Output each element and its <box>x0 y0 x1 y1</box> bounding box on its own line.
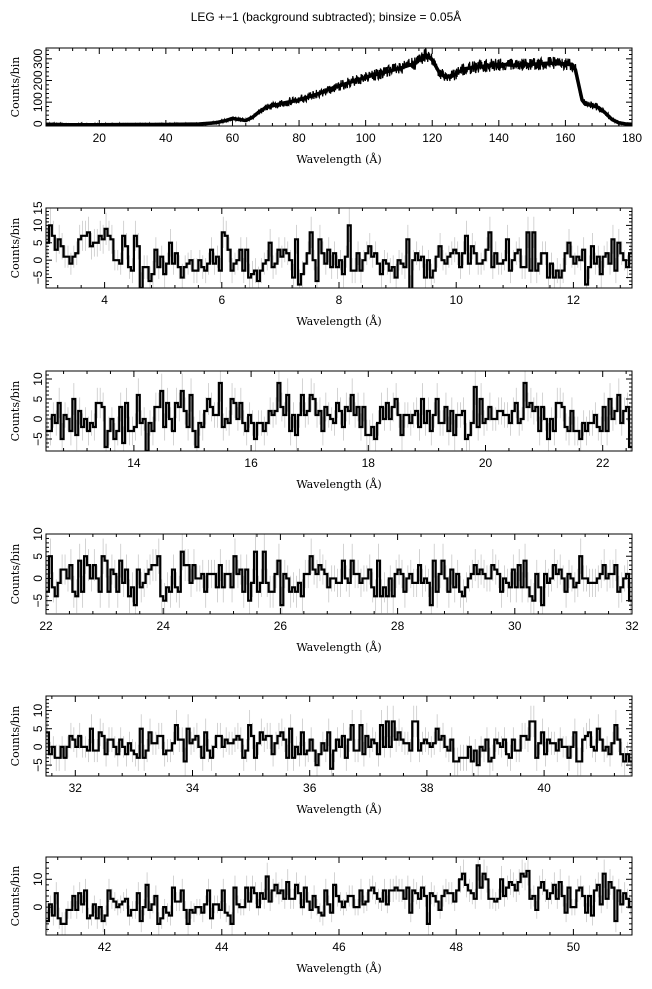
panel-2: 4 6 8 10 12 −5 0 5 10 15 Wavelength (Å) Counts/bin <box>9 201 633 328</box>
y-tick-label: 10 <box>31 527 45 541</box>
x-tick-label: 60 <box>226 131 240 145</box>
y-tick-label: 0 <box>31 120 45 127</box>
y-tick-label: −5 <box>31 432 45 446</box>
x-tick-label: 44 <box>215 940 229 954</box>
y-tick-label: 100 <box>31 92 45 112</box>
x-tick-label: 32 <box>625 619 639 633</box>
y-tick-label: 5 <box>31 395 45 402</box>
x-tick-label: 26 <box>274 619 288 633</box>
y-tick-label: 10 <box>31 704 45 718</box>
x-tick-label: 46 <box>332 940 346 954</box>
x-tick-label: 80 <box>292 131 306 145</box>
x-tick-label: 28 <box>391 619 405 633</box>
y-axis-label: Counts/bin <box>9 866 22 927</box>
x-axis-label: Wavelength (Å) <box>296 802 381 816</box>
y-tick-label: 10 <box>31 218 45 232</box>
x-tick-label: 20 <box>479 456 493 470</box>
x-axis-label: Wavelength (Å) <box>296 640 381 654</box>
series-line <box>46 720 632 770</box>
x-tick-label: 42 <box>98 940 112 954</box>
y-tick-label: 5 <box>31 553 45 560</box>
y-tick-label: 200 <box>31 70 45 90</box>
x-tick-label: 22 <box>39 619 53 633</box>
x-tick-label: 18 <box>362 456 376 470</box>
x-tick-label: 20 <box>93 131 107 145</box>
series-line <box>46 381 632 451</box>
y-tick-label: 0 <box>31 903 45 910</box>
y-tick-label: 10 <box>31 372 45 386</box>
panel-4: 22 24 26 28 30 32 −5 0 5 10 Wavelength (Å) Counts/b… <box>9 527 639 654</box>
plot-area <box>46 705 632 776</box>
chart-title: LEG +−1 (background subtracted); binsize… <box>190 10 462 24</box>
x-tick-label: 24 <box>157 619 171 633</box>
x-tick-label: 12 <box>567 293 581 307</box>
x-tick-label: 6 <box>218 293 225 307</box>
y-axis-label: Counts/bin <box>9 706 22 767</box>
x-axis-label: Wavelength (Å) <box>296 152 381 166</box>
error-bars <box>47 857 631 935</box>
panel-3: 14 16 18 20 22 −5 0 5 10 Wavelength (Å) Counts/bin <box>9 370 633 491</box>
plot-area <box>46 857 632 935</box>
x-tick-label: 38 <box>420 781 434 795</box>
y-tick-label: 15 <box>31 201 45 215</box>
x-tick-label: 120 <box>422 131 442 145</box>
x-tick-label: 22 <box>596 456 610 470</box>
x-tick-label: 34 <box>186 781 200 795</box>
plot-area <box>46 371 632 451</box>
y-axis-label: Counts/bin <box>9 544 22 605</box>
x-tick-label: 50 <box>567 940 581 954</box>
x-tick-label: 32 <box>69 781 83 795</box>
x-tick-label: 40 <box>159 131 173 145</box>
series-line <box>46 52 632 126</box>
y-tick-label: 0 <box>31 743 45 750</box>
x-tick-label: 36 <box>303 781 317 795</box>
x-axis-label: Wavelength (Å) <box>296 961 381 975</box>
x-tick-label: 160 <box>555 131 575 145</box>
y-tick-label: 5 <box>31 239 45 246</box>
series-line <box>46 864 632 925</box>
x-tick-label: 140 <box>489 131 509 145</box>
plot-area <box>46 48 632 126</box>
panel-5: 32 34 36 38 40 −5 0 5 10 Wavelength (Å) Counts/bin <box>9 695 633 816</box>
series-line <box>46 550 632 607</box>
y-tick-label: 300 <box>31 49 45 69</box>
y-axis-label: Counts/bin <box>9 218 22 279</box>
x-axis-label: Wavelength (Å) <box>296 314 381 328</box>
y-tick-label: 0 <box>31 257 45 264</box>
y-axis-label: Counts/bin <box>9 57 22 118</box>
y-tick-label: 0 <box>31 415 45 422</box>
y-tick-label: −5 <box>31 758 45 772</box>
x-tick-label: 100 <box>356 131 376 145</box>
x-tick-label: 16 <box>244 456 258 470</box>
y-tick-label: −5 <box>31 594 45 608</box>
y-axis-label: Counts/bin <box>9 381 22 442</box>
x-tick-label: 8 <box>336 293 343 307</box>
x-tick-label: 14 <box>127 456 141 470</box>
x-tick-label: 40 <box>537 781 551 795</box>
plot-area <box>46 534 632 614</box>
series-line <box>46 224 632 288</box>
y-tick-label: 5 <box>31 725 45 732</box>
x-tick-label: 4 <box>101 293 108 307</box>
x-tick-label: 30 <box>508 619 522 633</box>
x-tick-label: 10 <box>450 293 464 307</box>
y-tick-label: 0 <box>31 575 45 582</box>
x-tick-label: 48 <box>450 940 464 954</box>
x-tick-label: 180 <box>622 131 642 145</box>
plot-area <box>46 208 632 288</box>
y-tick-label: 10 <box>31 872 45 886</box>
y-tick-label: −5 <box>31 270 45 284</box>
panel-6: 42 44 46 48 50 0 10 Wavelength (Å) Counts/bin <box>9 856 633 975</box>
x-axis-label: Wavelength (Å) <box>296 477 381 491</box>
